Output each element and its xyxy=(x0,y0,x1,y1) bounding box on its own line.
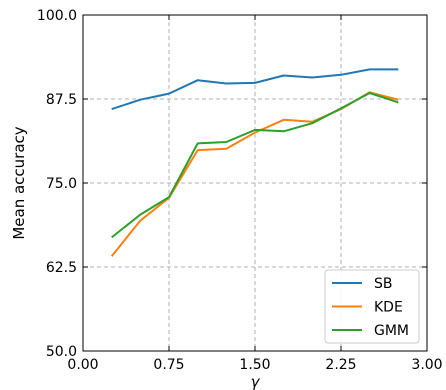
x-tick-label: 2.25 xyxy=(325,357,356,373)
series-line-sb xyxy=(111,68,399,111)
y-tick-label: 75.0 xyxy=(46,176,77,192)
y-tick-label: 87.5 xyxy=(46,92,77,108)
y-tick-label: 62.5 xyxy=(46,260,77,276)
legend: SB KDE GMM xyxy=(324,269,420,344)
x-axis-label: γ xyxy=(251,373,261,390)
y-axis-label: Mean accuracy xyxy=(10,126,28,239)
legend-label-sb: SB xyxy=(374,276,393,292)
legend-label-kde: KDE xyxy=(374,300,403,316)
legend-box xyxy=(324,269,420,344)
x-tick-label: 0.75 xyxy=(153,357,184,373)
y-tick-label: 50.0 xyxy=(46,344,77,360)
x-tick-label: 1.50 xyxy=(239,357,270,373)
x-tick-label: 0.00 xyxy=(67,357,98,373)
y-tick-label: 100.0 xyxy=(37,8,77,24)
series-line-gmm xyxy=(111,92,399,239)
series-lines xyxy=(110,68,399,257)
axis-ticks: 0.00 0.75 1.50 2.25 3.00 50.0 62.5 75.0 87.5 100.… xyxy=(37,8,443,373)
legend-label-gmm: GMM xyxy=(374,323,409,339)
x-tick-label: 3.00 xyxy=(411,357,442,373)
